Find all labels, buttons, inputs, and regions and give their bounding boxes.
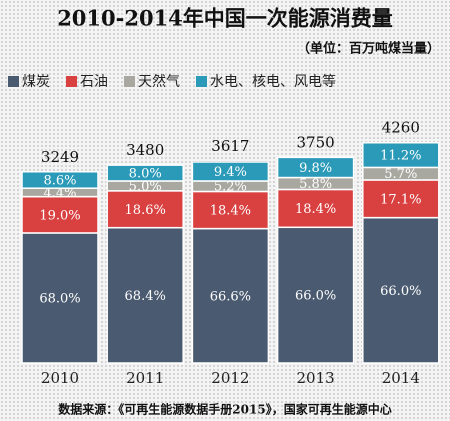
bar-segment [21,171,99,189]
legend-swatch [66,76,77,87]
legend-label: 石油 [80,74,108,90]
value-label: 68.0% [39,291,80,306]
bar-segment [362,141,440,169]
value-label: 18.4% [295,202,336,217]
bar-segment [191,227,270,364]
bar-segment [106,190,184,229]
bar-segment [191,190,270,230]
legend-label: 天然气 [138,73,180,90]
total-label: 3480 [126,141,164,159]
bar-segment [276,156,355,179]
bar-segment [21,232,99,364]
total-label: 4260 [382,119,420,137]
total-label: 3617 [211,137,249,155]
legend-swatch [8,76,19,87]
value-label: 66.6% [210,289,251,304]
chart-title: 2010-2014年中国一次能源消费量 [57,6,393,31]
value-label: 68.4% [125,289,166,304]
x-tick-label: 2011 [126,369,164,387]
value-label: 8.6% [43,173,76,188]
bar-segment [191,161,270,182]
x-tick-label: 2010 [41,369,79,387]
bar-segment [276,226,355,364]
bar-segment [362,216,440,364]
bar-segment [276,188,355,229]
value-label: 18.4% [210,204,251,219]
value-label: 9.4% [214,165,247,180]
value-label: 19.0% [39,208,80,223]
value-label: 4.4% [43,186,76,201]
legend-label: 煤炭 [22,74,50,90]
bar-segment [106,226,184,364]
value-label: 9.8% [299,161,332,176]
value-label: 5.2% [214,180,247,195]
x-tick-label: 2014 [382,369,420,387]
value-label: 17.1% [380,192,421,207]
x-tick-label: 2013 [297,369,335,387]
value-label: 5.0% [129,179,162,194]
value-label: 66.0% [380,284,421,299]
bar-segment [362,179,440,219]
chart-subtitle: （单位：百万吨煤当量） [297,41,440,57]
value-label: 66.0% [295,289,336,304]
legend-swatch [196,76,207,87]
legend-swatch [124,76,135,87]
total-label: 3750 [297,133,335,151]
value-label: 5.7% [384,167,417,182]
value-label: 11.2% [380,149,421,164]
value-label: 8.0% [129,167,162,182]
value-label: 18.6% [125,203,166,218]
x-tick-label: 2012 [211,369,249,387]
source-note: 数据来源：《可再生能源数据手册2015》，国家可再生能源中心 [58,402,391,417]
legend-label: 水电、核电、风电等 [210,73,336,90]
total-label: 3249 [41,148,79,166]
bar-segment [106,164,184,182]
value-label: 5.8% [299,177,332,192]
